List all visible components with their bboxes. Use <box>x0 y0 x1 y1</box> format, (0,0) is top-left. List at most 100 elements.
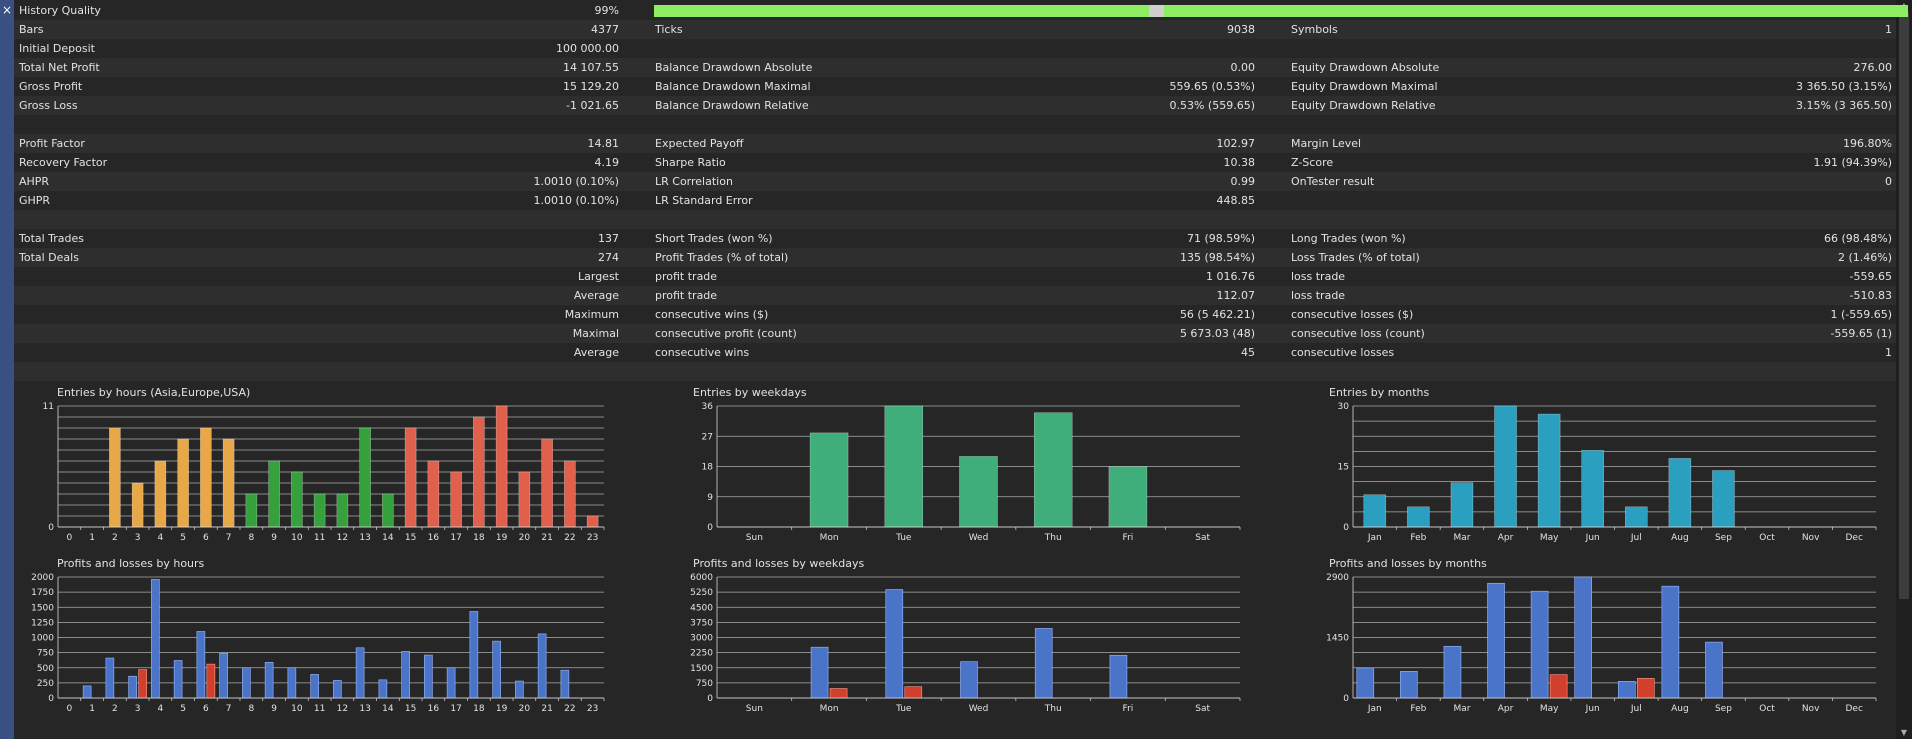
scroll-down-arrow-icon[interactable]: ▼ <box>1900 728 1908 737</box>
bar <box>268 460 280 528</box>
x-tick-label: Aug <box>1671 533 1689 543</box>
x-tick-label: Fri <box>1123 704 1134 714</box>
x-tick-label: Dec <box>1845 704 1862 714</box>
stats-row: Average profit trade 112.07 loss trade -510.… <box>14 286 1896 305</box>
bar <box>245 493 258 528</box>
x-tick-label: Nov <box>1802 533 1820 543</box>
bar <box>109 427 121 528</box>
x-tick-label: 9 <box>271 533 277 543</box>
stat-value: 56 (5 462.21) <box>1179 308 1255 321</box>
stat-value: 0.53% (559.65) <box>1169 99 1255 112</box>
stat-value: -510.83 <box>1849 289 1892 302</box>
x-tick-label: 11 <box>314 533 325 543</box>
chart-title: Entries by hours (Asia,Europe,USA) <box>57 386 251 399</box>
x-tick-label: Mar <box>1453 533 1470 543</box>
y-tick-label: 750 <box>37 649 54 659</box>
profit-bar <box>82 685 92 699</box>
y-tick-label: 0 <box>707 694 713 704</box>
bar <box>382 493 394 528</box>
x-tick-label: 7 <box>226 533 232 543</box>
bar <box>291 471 303 528</box>
x-tick-label: 12 <box>337 704 348 714</box>
x-tick-label: 10 <box>291 704 303 714</box>
x-tick-label: 17 <box>450 704 461 714</box>
stat-value: 1 (-559.65) <box>1830 308 1892 321</box>
profits-losses-by-hours-chart: Profits and losses by hours 0 250 500 750 10… <box>14 557 614 721</box>
stat-label: profit trade <box>655 289 718 302</box>
chart-title: Profits and losses by months <box>1329 557 1487 570</box>
bar <box>450 471 462 528</box>
bar <box>336 493 349 528</box>
scrollbar-thumb[interactable] <box>1899 12 1909 599</box>
stat-label: Short Trades (won %) <box>655 232 773 245</box>
chart-title: Entries by weekdays <box>693 386 807 399</box>
profit-bar <box>173 660 183 699</box>
profit-bar <box>105 657 115 699</box>
stat-label: OnTester result <box>1291 175 1375 188</box>
y-tick-label: 4500 <box>690 603 713 613</box>
y-tick-label: 1450 <box>1326 634 1349 644</box>
x-tick-label: Sep <box>1715 533 1732 543</box>
stats-row: Maximal consecutive profit (count) 5 673.0… <box>14 324 1896 343</box>
loss-bar <box>206 663 216 699</box>
profit-bar <box>492 640 501 699</box>
stat-label: consecutive losses ($) <box>1291 308 1414 321</box>
profit-bar <box>401 651 410 699</box>
x-tick-label: Tue <box>895 704 912 714</box>
profit-bar <box>515 680 524 699</box>
x-tick-label: 8 <box>249 533 255 543</box>
x-tick-label: 22 <box>564 704 575 714</box>
stat-label: Symbols <box>1291 23 1338 36</box>
stat-label: Gross Profit <box>19 80 83 93</box>
stat-label: Equity Drawdown Relative <box>1291 99 1436 112</box>
profit-bar <box>264 662 274 699</box>
stat-label: Total Net Profit <box>19 61 100 74</box>
bar <box>1494 405 1517 528</box>
x-tick-label: Tue <box>895 533 912 543</box>
y-tick-label: 1000 <box>31 634 54 644</box>
profit-bar <box>810 646 829 699</box>
bar <box>177 438 189 528</box>
bar <box>541 438 553 528</box>
loss-bar <box>1549 674 1568 699</box>
y-tick-label: 11 <box>43 402 54 412</box>
x-tick-label: Apr <box>1498 704 1514 714</box>
x-tick-label: 2 <box>112 533 118 543</box>
bar <box>222 438 235 528</box>
y-tick-label: 750 <box>696 679 713 689</box>
y-tick-label: 500 <box>37 664 54 674</box>
x-tick-label: Feb <box>1410 533 1426 543</box>
x-tick-label: 7 <box>226 704 232 714</box>
chart-title: Entries by months <box>1329 386 1430 399</box>
x-tick-label: 6 <box>203 533 209 543</box>
bar <box>1668 458 1692 528</box>
stats-row: History Quality 99% <box>14 1 1908 20</box>
profit-bar <box>1443 645 1462 699</box>
bar <box>313 493 326 528</box>
stats-row <box>14 115 1896 134</box>
y-tick-label: 2900 <box>1326 573 1349 583</box>
profit-bar <box>219 652 228 699</box>
profit-bar <box>242 667 251 699</box>
stat-label: Long Trades (won %) <box>1291 232 1406 245</box>
bar <box>1363 494 1387 528</box>
x-tick-label: May <box>1540 533 1559 543</box>
entries-by-months-chart: Entries by months 0 15 30 Jan Feb Mar Apr May Ju… <box>1286 386 1886 550</box>
stat-value: -559.65 <box>1849 270 1892 283</box>
x-tick-label: Thu <box>1044 533 1062 543</box>
stat-value: 0.99 <box>1230 175 1256 188</box>
bar <box>131 482 144 528</box>
stat-value: 14 107.55 <box>563 61 619 74</box>
stat-label: Expected Payoff <box>655 137 744 150</box>
stat-label: Margin Level <box>1291 137 1362 150</box>
x-tick-label: 3 <box>135 533 141 543</box>
x-tick-label: 10 <box>291 533 303 543</box>
stat-value: 3 365.50 (3.15%) <box>1795 80 1892 93</box>
close-icon[interactable]: × <box>1 3 13 17</box>
x-tick-label: 4 <box>158 533 164 543</box>
stat-value: 2 (1.46%) <box>1837 251 1892 264</box>
x-tick-label: Jun <box>1585 704 1600 714</box>
x-tick-label: 16 <box>428 704 440 714</box>
x-tick-label: Jan <box>1367 704 1382 714</box>
